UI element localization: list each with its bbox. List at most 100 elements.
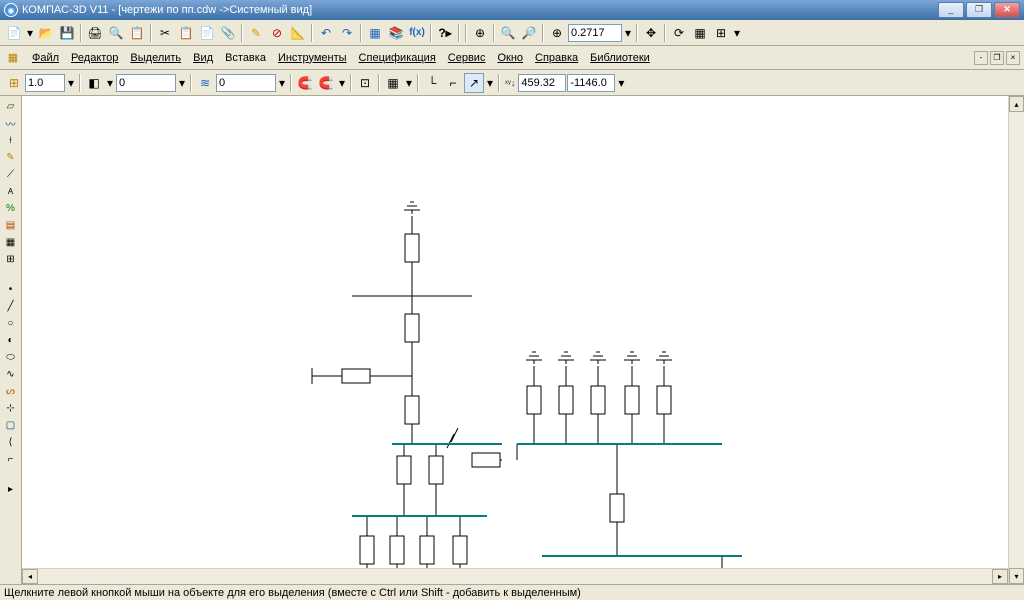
properties-button[interactable]: ✎ <box>246 23 266 43</box>
point-tool[interactable]: • <box>2 281 20 297</box>
preview-button[interactable]: 🔍 <box>106 23 126 43</box>
layer-dd[interactable]: ▾ <box>105 73 115 93</box>
print-button[interactable]: 🖨 <box>85 23 105 43</box>
expand-tool[interactable]: ▸ <box>2 481 20 497</box>
mdi-restore[interactable]: ❐ <box>990 51 1004 65</box>
localcs-button[interactable]: ↗ <box>464 73 484 93</box>
symbols-tool[interactable]: ✎ <box>2 149 20 165</box>
scroll-h-track[interactable] <box>38 569 992 584</box>
grid-dropdown[interactable]: ▾ <box>404 73 414 93</box>
vertical-scrollbar[interactable]: ▴ ▾ <box>1008 96 1024 584</box>
new-button[interactable]: 📄 <box>4 23 24 43</box>
scroll-left-button[interactable]: ◂ <box>22 569 38 584</box>
menu-insert[interactable]: Вставка <box>219 50 272 66</box>
paste-button[interactable]: 📄 <box>197 23 217 43</box>
help-button[interactable]: ?▸ <box>435 23 455 43</box>
library-button[interactable]: 📚 <box>386 23 406 43</box>
layers-button[interactable]: ▦ <box>690 23 710 43</box>
refresh-button[interactable]: 📐 <box>288 23 308 43</box>
menu-editor[interactable]: Редактор <box>65 50 124 66</box>
scroll-down-button[interactable]: ▾ <box>1009 568 1024 584</box>
zoom-input[interactable] <box>568 24 622 42</box>
close-button[interactable]: ✕ <box>994 2 1020 18</box>
menu-service[interactable]: Сервис <box>442 50 492 66</box>
arc-tool[interactable]: ◐ <box>2 332 20 348</box>
views-dropdown[interactable]: ▾ <box>732 23 742 43</box>
variables-button[interactable]: f(x) <box>407 23 427 43</box>
localcs-dropdown[interactable]: ▾ <box>485 73 495 93</box>
mdi-minimize[interactable]: - <box>974 51 988 65</box>
dimensions-tool[interactable]: ⟊ <box>2 132 20 148</box>
menu-view[interactable]: Вид <box>187 50 219 66</box>
spline-tool[interactable]: ∿ <box>2 366 20 382</box>
edit-tool[interactable]: % <box>2 200 20 216</box>
mdi-close[interactable]: × <box>1006 51 1020 65</box>
line-tool[interactable]: ╱ <box>2 298 20 314</box>
zoom-dropdown[interactable]: ▾ <box>623 23 633 43</box>
scroll-v-track[interactable] <box>1009 112 1024 568</box>
more-tool[interactable]: ⟨ <box>2 434 20 450</box>
axis-tool[interactable]: ⊹ <box>2 400 20 416</box>
ellipse-tool[interactable]: ⬭ <box>2 349 20 365</box>
page-setup-button[interactable]: 📋 <box>127 23 147 43</box>
rect-tool[interactable]: ▢ <box>2 417 20 433</box>
pan-button[interactable]: ✥ <box>641 23 661 43</box>
ortho-button[interactable]: └ <box>422 73 442 93</box>
geometry-tool[interactable]: 〰 <box>2 115 20 131</box>
zoom-window-button[interactable]: ⊕ <box>547 23 567 43</box>
menu-spec[interactable]: Спецификация <box>353 50 442 66</box>
layer-icon[interactable]: ◧ <box>84 73 104 93</box>
undo-button[interactable]: ↶ <box>316 23 336 43</box>
lib-button[interactable]: ▦ <box>365 23 385 43</box>
drawing-canvas[interactable] <box>22 96 1008 584</box>
dim-button[interactable]: ⊡ <box>355 73 375 93</box>
rebuild-button[interactable]: ⟳ <box>669 23 689 43</box>
horizontal-scrollbar[interactable]: ◂ ▸ <box>22 568 1008 584</box>
zoom-out-button[interactable]: 🔎 <box>519 23 539 43</box>
cancel-button[interactable]: ⊘ <box>267 23 287 43</box>
spec-tool[interactable]: ▤ <box>2 217 20 233</box>
menu-select[interactable]: Выделить <box>124 50 187 66</box>
coord-dropdown[interactable]: ▾ <box>616 73 626 93</box>
text-tool[interactable]: ⟋ <box>2 166 20 182</box>
menu-tools[interactable]: Инструменты <box>272 50 353 66</box>
new-dropdown[interactable]: ▾ <box>25 23 35 43</box>
menu-window[interactable]: Окно <box>491 50 529 66</box>
copy-button[interactable]: 📋 <box>176 23 196 43</box>
restore-button[interactable]: ❐ <box>966 2 992 18</box>
zoom-in-button[interactable]: 🔍 <box>498 23 518 43</box>
zoom-fit-button[interactable]: ⊕ <box>470 23 490 43</box>
round-button[interactable]: ⌐ <box>443 73 463 93</box>
layer-input[interactable] <box>116 74 176 92</box>
snap-dropdown[interactable]: ▾ <box>337 73 347 93</box>
snap-settings-button[interactable]: 🧲 <box>316 73 336 93</box>
chamfer-tool[interactable]: ⌐ <box>2 451 20 467</box>
scroll-up-button[interactable]: ▴ <box>1009 96 1024 112</box>
coord-x-input[interactable] <box>518 74 566 92</box>
scale-input[interactable] <box>25 74 65 92</box>
menu-help[interactable]: Справка <box>529 50 584 66</box>
scale-dropdown[interactable]: ▾ <box>66 73 76 93</box>
scroll-right-button[interactable]: ▸ <box>992 569 1008 584</box>
redo-button[interactable]: ↷ <box>337 23 357 43</box>
circle-tool[interactable]: ○ <box>2 315 20 331</box>
param-tool[interactable]: ▦ <box>2 234 20 250</box>
style-dropdown[interactable]: ▾ <box>277 73 287 93</box>
menu-libs[interactable]: Библиотеки <box>584 50 656 66</box>
minimize-button[interactable]: _ <box>938 2 964 18</box>
bezier-tool[interactable]: ᔕ <box>2 383 20 399</box>
snap-button[interactable]: 🧲 <box>295 73 315 93</box>
coord-y-input[interactable] <box>567 74 615 92</box>
linestyle-icon[interactable]: ≋ <box>195 73 215 93</box>
select-tool[interactable]: ▱ <box>2 98 20 114</box>
doc-menu-icon[interactable]: ▦ <box>4 49 22 67</box>
measure-tool[interactable]: ⊞ <box>2 251 20 267</box>
views-button[interactable]: ⊞ <box>711 23 731 43</box>
save-button[interactable]: 💾 <box>57 23 77 43</box>
grid-button[interactable]: ▦ <box>383 73 403 93</box>
open-button[interactable]: 📂 <box>36 23 56 43</box>
layer-dropdown[interactable]: ▾ <box>177 73 187 93</box>
menu-file[interactable]: Файл <box>26 50 65 66</box>
cut-button[interactable]: ✂ <box>155 23 175 43</box>
hatch-tool[interactable]: A <box>2 183 20 199</box>
